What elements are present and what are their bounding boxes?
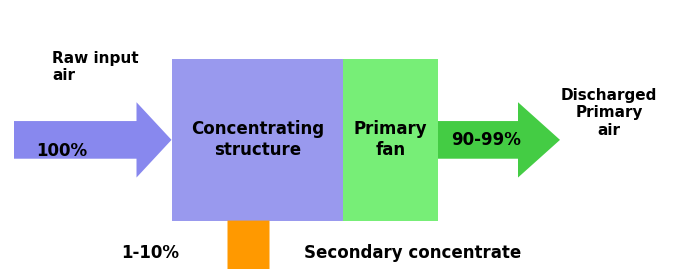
Text: Discharged
Primary
air: Discharged Primary air <box>561 88 657 138</box>
Text: 90-99%: 90-99% <box>452 131 522 149</box>
Text: 100%: 100% <box>36 142 88 160</box>
FancyBboxPatch shape <box>172 59 343 221</box>
FancyBboxPatch shape <box>343 59 438 221</box>
Text: Secondary concentrate: Secondary concentrate <box>304 244 522 262</box>
Text: Concentrating
structure: Concentrating structure <box>190 121 324 159</box>
FancyArrow shape <box>196 221 301 269</box>
Text: Raw input
air: Raw input air <box>52 51 139 83</box>
FancyArrow shape <box>14 102 172 178</box>
Text: Primary
fan: Primary fan <box>354 121 427 159</box>
FancyArrow shape <box>438 102 560 178</box>
Text: 1-10%: 1-10% <box>122 244 179 262</box>
